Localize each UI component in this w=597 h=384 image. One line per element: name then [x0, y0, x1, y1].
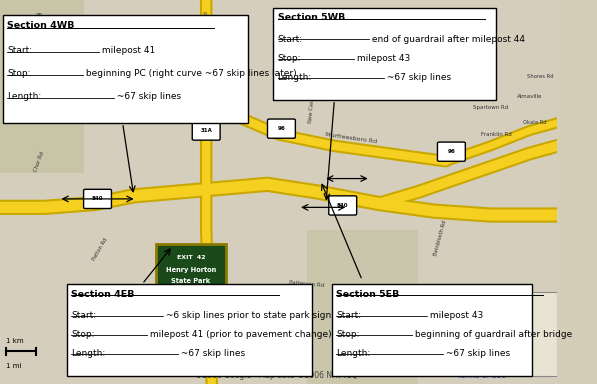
FancyBboxPatch shape — [156, 244, 226, 301]
Text: Terms of Use: Terms of Use — [457, 371, 506, 380]
Text: Start:: Start: — [71, 311, 97, 320]
Text: ~67 skip lines: ~67 skip lines — [384, 73, 451, 82]
Text: Murfreesboro Rd: Murfreesboro Rd — [325, 132, 377, 144]
FancyBboxPatch shape — [67, 284, 312, 376]
Text: twood: twood — [533, 331, 548, 337]
Text: beginning PC (right curve ~67 skip lines later): beginning PC (right curve ~67 skip lines… — [84, 69, 297, 78]
Text: milepost 41 (prior to pavement change): milepost 41 (prior to pavement change) — [147, 330, 332, 339]
Text: 9P: 9P — [36, 13, 42, 18]
Text: milepost 43: milepost 43 — [427, 311, 484, 320]
Text: Beinblosth Rd: Beinblosth Rd — [433, 220, 447, 257]
Text: -: - — [29, 99, 32, 108]
Text: ~67 skip lines: ~67 skip lines — [178, 349, 245, 358]
Text: 840: 840 — [337, 203, 349, 208]
Text: Spartown Rd: Spartown Rd — [473, 105, 508, 110]
Text: ~67 skip lines: ~67 skip lines — [442, 349, 510, 358]
Text: Franklin Rd: Franklin Rd — [481, 132, 512, 137]
FancyBboxPatch shape — [329, 196, 356, 215]
Text: 840: 840 — [92, 196, 103, 202]
Text: Start:: Start: — [336, 311, 361, 320]
Text: 96: 96 — [448, 149, 456, 154]
Text: Patton Rd: Patton Rd — [92, 237, 109, 262]
Text: Section 4WB: Section 4WB — [7, 21, 75, 30]
Text: Start:: Start: — [7, 46, 32, 55]
Text: 96: 96 — [278, 126, 285, 131]
Text: Okala Rd: Okala Rd — [523, 120, 547, 126]
Text: Length:: Length: — [7, 92, 42, 101]
Text: Section 5EB: Section 5EB — [336, 290, 399, 299]
Text: beginning of guardrail after bridge: beginning of guardrail after bridge — [412, 330, 573, 339]
Text: Man Hid Rd: Man Hid Rd — [458, 297, 489, 302]
FancyBboxPatch shape — [84, 189, 112, 209]
Text: Stop:: Stop: — [7, 69, 30, 78]
Text: Almaville: Almaville — [517, 93, 542, 99]
FancyBboxPatch shape — [3, 15, 248, 123]
Text: end of guardrail after milepost 44: end of guardrail after milepost 44 — [369, 35, 525, 43]
Text: 1 mi: 1 mi — [5, 363, 21, 369]
FancyBboxPatch shape — [195, 100, 223, 119]
Text: milepost 41: milepost 41 — [99, 46, 155, 55]
Text: Shores Rd: Shores Rd — [527, 74, 554, 79]
FancyBboxPatch shape — [438, 142, 465, 161]
Text: Murfreesboro Rd: Murfreesboro Rd — [141, 78, 193, 91]
FancyBboxPatch shape — [0, 0, 84, 173]
FancyBboxPatch shape — [273, 8, 496, 100]
Text: State Park: State Park — [171, 278, 210, 284]
Text: milepost 43: milepost 43 — [353, 54, 410, 63]
Text: +: + — [27, 45, 34, 55]
Text: Length:: Length: — [278, 73, 312, 82]
Text: ~67 skip lines: ~67 skip lines — [114, 92, 181, 101]
Text: 31A: 31A — [200, 128, 212, 133]
Text: Nolensville Rd: Nolensville Rd — [204, 11, 209, 50]
Text: Henry Horton: Henry Horton — [166, 267, 216, 273]
Text: Start:: Start: — [278, 35, 303, 43]
Text: Length:: Length: — [336, 349, 370, 358]
Text: Chor Rd: Chor Rd — [33, 151, 45, 172]
Text: ~6 skip lines prior to state park sign: ~6 skip lines prior to state park sign — [162, 311, 331, 320]
Text: clin: clin — [531, 347, 539, 352]
Text: Patterson Rd: Patterson Rd — [289, 280, 324, 288]
Text: 9P: 9P — [515, 351, 522, 356]
Text: EXIT  42: EXIT 42 — [177, 255, 205, 260]
Text: Stop:: Stop: — [71, 330, 95, 339]
Text: New Castle Rd: New Castle Rd — [308, 84, 316, 123]
Text: ©2006 Google - Map data ©2006 NAVTEQ™ -: ©2006 Google - Map data ©2006 NAVTEQ™ - — [195, 371, 373, 380]
FancyBboxPatch shape — [192, 121, 220, 140]
Text: Section 5WB: Section 5WB — [278, 13, 345, 22]
Text: Length:: Length: — [71, 349, 106, 358]
Text: Stop:: Stop: — [278, 54, 301, 63]
Text: Section 4EB: Section 4EB — [71, 290, 135, 299]
FancyBboxPatch shape — [331, 284, 532, 376]
FancyBboxPatch shape — [0, 0, 557, 384]
Text: Horton Hwy: Horton Hwy — [204, 272, 209, 304]
FancyBboxPatch shape — [267, 119, 296, 138]
FancyBboxPatch shape — [306, 230, 418, 384]
Text: 1 km: 1 km — [5, 338, 23, 344]
Text: 41A: 41A — [203, 107, 215, 112]
FancyBboxPatch shape — [20, 45, 42, 116]
FancyBboxPatch shape — [519, 292, 557, 376]
Text: [ ■ ■ ]: [ ■ ■ ] — [182, 291, 199, 296]
Text: Jason Rd: Jason Rd — [507, 316, 530, 321]
Text: Stop:: Stop: — [336, 330, 359, 339]
